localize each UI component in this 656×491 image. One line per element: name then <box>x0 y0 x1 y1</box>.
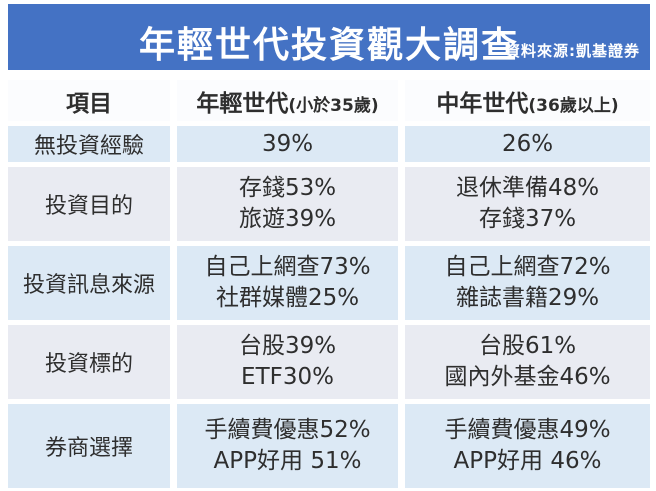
column-header-young: 年輕世代 (小於35歲) <box>177 80 398 121</box>
cell-value: APP好用 51% <box>213 448 362 474</box>
cell-middle: 退休準備48% 存錢37% <box>405 167 650 241</box>
cell-middle: 自己上網查72% 雜誌書籍29% <box>405 246 650 320</box>
cell-middle: 26% <box>405 126 650 162</box>
cell-young: 自己上網查73% 社群媒體25% <box>177 246 398 320</box>
cell-value: 旅遊39% <box>238 206 337 232</box>
cell-value: 自己上網查73% <box>204 254 371 280</box>
row-item-label: 投資標的 <box>8 325 170 399</box>
survey-table: 項目 年輕世代 (小於35歲) 中年世代 (36歲以上) 無投資經驗 39% 2… <box>8 80 650 488</box>
cell-value: 雜誌書籍29% <box>455 285 600 311</box>
data-source-label: 資料來源:凱基證券 <box>505 42 640 60</box>
row-item-label: 投資訊息來源 <box>8 246 170 320</box>
page-title: 年輕世代投資觀大調查 <box>138 25 519 66</box>
cell-value: 存錢37% <box>478 206 577 232</box>
cell-young: 存錢53% 旅遊39% <box>177 167 398 241</box>
column-header-middle: 中年世代 (36歲以上) <box>405 80 650 121</box>
cell-value: 手續費優惠49% <box>444 417 611 443</box>
cell-value: 26% <box>501 130 554 157</box>
column-header-sublabel: (小於35歲) <box>288 95 379 116</box>
cell-value: 39% <box>261 130 314 157</box>
row-item-label: 無投資經驗 <box>8 126 170 162</box>
cell-value: 存錢53% <box>238 175 337 201</box>
column-header-label: 中年世代 <box>436 90 529 117</box>
column-header-sublabel: (36歲以上) <box>528 95 619 116</box>
cell-young: 手續費優惠52% APP好用 51% <box>177 404 398 488</box>
cell-middle: 手續費優惠49% APP好用 46% <box>405 404 650 488</box>
column-header-label: 年輕世代 <box>196 90 289 117</box>
title-banner: 年輕世代投資觀大調查 資料來源:凱基證券 <box>8 4 650 70</box>
cell-value: 台股39% <box>238 333 337 359</box>
cell-value: 自己上網查72% <box>444 254 611 280</box>
cell-value: 台股61% <box>478 333 577 359</box>
cell-middle: 台股61% 國內外基金46% <box>405 325 650 399</box>
column-header-label: 項目 <box>66 90 112 117</box>
cell-value: 退休準備48% <box>455 175 600 201</box>
cell-young: 台股39% ETF30% <box>177 325 398 399</box>
cell-value: 社群媒體25% <box>215 285 360 311</box>
row-item-label: 投資目的 <box>8 167 170 241</box>
cell-young: 39% <box>177 126 398 162</box>
cell-value: 手續費優惠52% <box>204 417 371 443</box>
cell-value: 國內外基金46% <box>444 364 611 390</box>
row-item-label: 券商選擇 <box>8 404 170 488</box>
cell-value: ETF30% <box>241 364 334 390</box>
column-header-item: 項目 <box>8 80 170 121</box>
cell-value: APP好用 46% <box>453 448 602 474</box>
